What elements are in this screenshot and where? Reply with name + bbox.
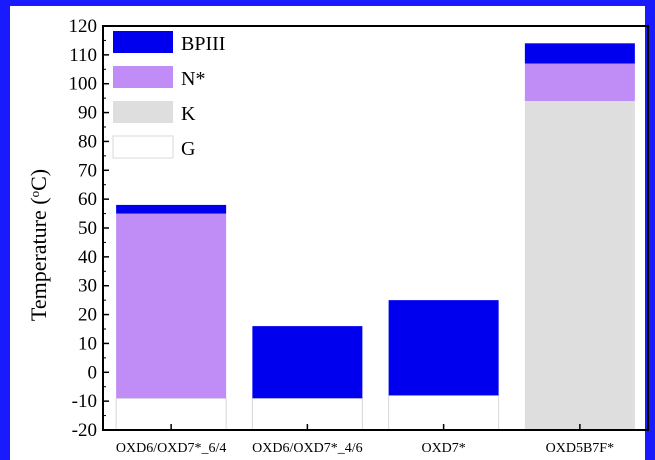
y-tick-label: -10 bbox=[72, 391, 97, 412]
y-tick-label: 120 bbox=[69, 16, 98, 37]
y-tick-label: 20 bbox=[78, 305, 97, 326]
x-tick-label: OXD6/OXD7*_4/6 bbox=[252, 441, 362, 456]
y-tick-label: 60 bbox=[78, 189, 97, 210]
bar-k-4 bbox=[524, 101, 635, 431]
bar-bpiii-3 bbox=[388, 300, 499, 396]
y-tick-label: -20 bbox=[72, 420, 97, 441]
legend-label-k: K bbox=[181, 103, 196, 125]
legend-label-g: G bbox=[181, 138, 195, 160]
bar-bpiii-2 bbox=[252, 326, 363, 399]
bar-bpiii-1 bbox=[116, 204, 227, 214]
legend-swatch-g bbox=[112, 135, 174, 159]
y-tick-label: 70 bbox=[78, 160, 97, 181]
y-tick-label: 100 bbox=[69, 74, 98, 95]
legend-swatch-n bbox=[113, 66, 173, 88]
y-tick-label: 50 bbox=[78, 218, 97, 239]
x-tick-label: OXD5B7F* bbox=[546, 441, 614, 456]
y-tick-label: 80 bbox=[78, 131, 97, 152]
y-tick-label: 0 bbox=[88, 362, 98, 383]
bar-n-1 bbox=[116, 213, 227, 399]
legend-label-bpiii: BPIII bbox=[181, 33, 225, 55]
y-tick-label: 110 bbox=[69, 45, 97, 66]
y-tick-label: 10 bbox=[78, 333, 97, 354]
x-tick-label: OXD7* bbox=[421, 441, 465, 456]
y-axis-label: Temperature (oC) bbox=[26, 169, 51, 321]
legend-swatch-k bbox=[113, 101, 173, 123]
bar-n-4 bbox=[524, 63, 635, 102]
legend-label-n: N* bbox=[181, 68, 205, 90]
y-tick-label: 40 bbox=[78, 247, 97, 268]
bar-bpiii-4 bbox=[524, 43, 635, 64]
legend-swatch-bpiii bbox=[113, 31, 173, 53]
x-tick-label: OXD6/OXD7*_6/4 bbox=[116, 441, 226, 456]
y-tick-label: 30 bbox=[78, 276, 97, 297]
y-tick-label: 90 bbox=[78, 103, 97, 124]
